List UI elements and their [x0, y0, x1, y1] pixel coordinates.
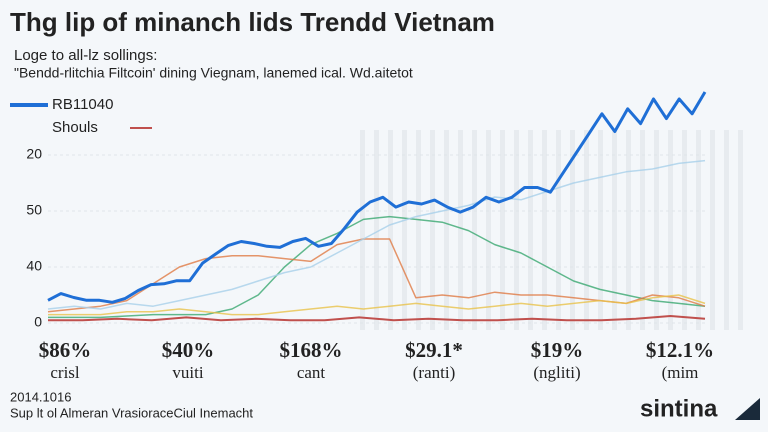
- background-stripe: [360, 130, 365, 330]
- x-tick-label: (ngliti): [533, 363, 580, 382]
- background-stripe: [696, 130, 701, 330]
- background-stripe: [402, 130, 407, 330]
- line: [48, 215, 706, 319]
- x-tick-label: cant: [297, 363, 326, 382]
- legend-label: RB11040: [52, 96, 113, 113]
- x-value-label: $29.1*: [405, 338, 463, 362]
- background-stripe: [584, 130, 589, 330]
- logo-icon: [735, 398, 760, 420]
- background-stripe: [570, 130, 575, 330]
- chart-title: Thg lip of minanch lids Trendd Vietnam: [10, 7, 495, 37]
- background-stripe: [416, 130, 421, 330]
- background-stripe: [500, 130, 505, 330]
- source: Sup lt ol Almeran VrasioraceCiul Inemach…: [10, 405, 253, 420]
- background-stripe: [388, 130, 393, 330]
- background-stripe: [556, 130, 561, 330]
- background-stripe: [710, 130, 715, 330]
- x-value-label: $168%: [280, 338, 343, 362]
- background-stripe: [626, 130, 631, 330]
- caption: "Bendd-rlitchia Filtcoin' dining Viegnam…: [14, 65, 413, 81]
- x-value-label: $40%: [162, 338, 215, 362]
- background-stripe: [612, 130, 617, 330]
- background-stripe: [486, 130, 491, 330]
- x-tick-label: (ranti): [413, 363, 455, 382]
- line: [47, 159, 706, 310]
- line: [47, 91, 707, 304]
- x-value-label: $19%: [531, 338, 584, 362]
- y-tick-label: 0: [34, 314, 42, 330]
- y-tick-label: 20: [26, 146, 42, 162]
- background-stripe: [514, 130, 519, 330]
- y-tick-label: 40: [26, 258, 42, 274]
- background-stripe: [724, 130, 729, 330]
- x-tick-label: (mim: [662, 363, 699, 382]
- line: [48, 294, 706, 316]
- background-stripe: [668, 130, 673, 330]
- background-stripe: [654, 130, 659, 330]
- background-stripe: [374, 130, 379, 330]
- background-stripe: [444, 130, 449, 330]
- background-stripe: [738, 130, 743, 330]
- background-stripe: [472, 130, 477, 330]
- background-stripe: [528, 130, 533, 330]
- background-stripe: [640, 130, 645, 330]
- background-stripe: [430, 130, 435, 330]
- x-tick-label: crisl: [50, 363, 80, 382]
- background-stripe: [542, 130, 547, 330]
- x-tick-label: vuiti: [172, 363, 203, 382]
- line: [47, 238, 706, 313]
- x-value-label: $86%: [39, 338, 92, 362]
- background-stripe: [458, 130, 463, 330]
- legend-label: Shouls: [52, 119, 98, 136]
- background-stripe: [682, 130, 687, 330]
- footnote: 2014.1016: [10, 389, 71, 404]
- logo: sintina: [640, 395, 718, 422]
- background-stripe: [598, 130, 603, 330]
- y-tick-label: 50: [26, 202, 42, 218]
- line: [48, 315, 706, 322]
- subtitle: Loge to all-lz sollings:: [14, 47, 157, 64]
- x-value-label: $12.1%: [646, 338, 714, 362]
